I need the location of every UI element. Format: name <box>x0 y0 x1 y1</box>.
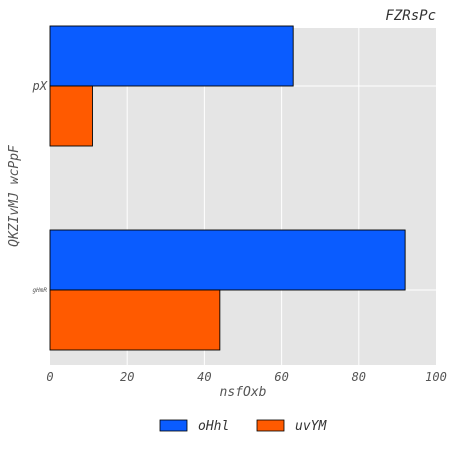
legend-label-uvYM: uvYM <box>295 419 327 434</box>
bar-oHhl-pX <box>49 25 294 87</box>
chart-title: FZRsPc <box>385 8 436 24</box>
legend-swatch-oHhl <box>159 419 188 432</box>
bars <box>49 25 406 351</box>
bar-uvYM-pX <box>49 85 93 147</box>
y-axis-ticks: pX gHmR <box>32 79 48 294</box>
legend: oHhl uvYM <box>159 419 327 434</box>
x-tick-label: 100 <box>425 370 447 384</box>
x-tick-label: 60 <box>274 370 288 384</box>
x-axis-label: nsfOxb <box>220 385 267 400</box>
bar-uvYM-gHmR <box>49 289 221 351</box>
x-tick-label: 20 <box>120 370 134 384</box>
x-axis-ticks: 0 20 40 60 80 100 <box>46 370 446 384</box>
bar-oHhl-gHmR <box>49 229 406 291</box>
x-tick-label: 40 <box>197 370 211 384</box>
y-tick-label: gHmR <box>33 287 48 294</box>
y-tick-label: pX <box>32 79 48 93</box>
x-tick-label: 80 <box>352 370 366 384</box>
legend-swatch-uvYM <box>256 419 285 432</box>
y-axis-label: QKZIvMJ wcPpF <box>7 144 22 247</box>
legend-label-oHhl: oHhl <box>198 419 229 434</box>
x-tick-label: 0 <box>46 370 53 384</box>
